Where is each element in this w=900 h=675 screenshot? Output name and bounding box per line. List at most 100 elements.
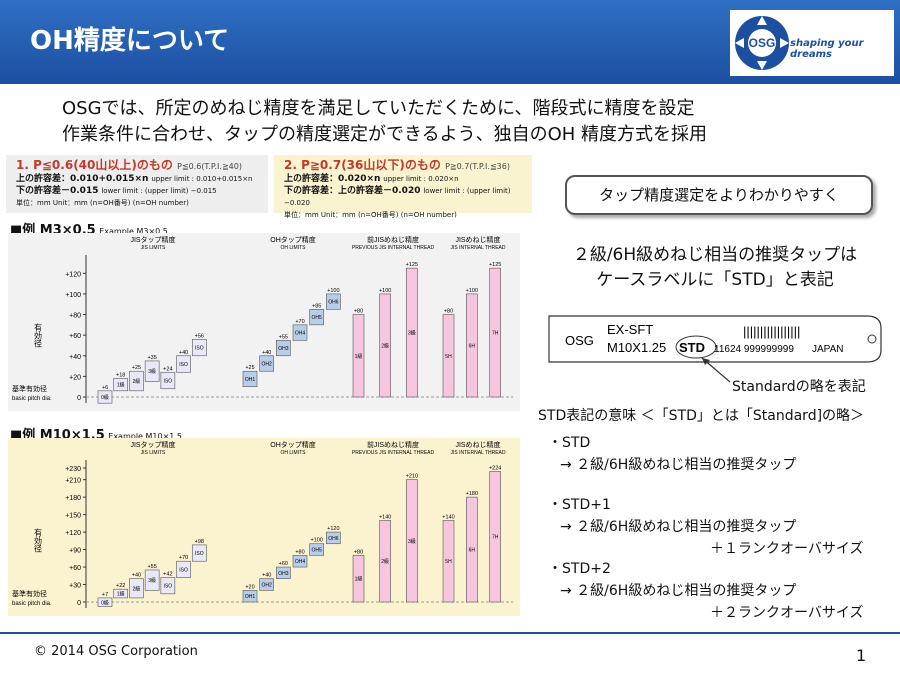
y-tick-label: +60 [69,333,81,340]
label-country: JAPAN [812,344,844,355]
bar-label: OH3 [278,346,289,352]
bar-label: ISO [164,379,173,385]
bar-value-label: +40 [262,573,271,579]
bar-2級-Class-2 [379,520,391,603]
osg-logo-icon: OSG [735,16,789,70]
bar-5H [442,520,455,603]
example-2-title-en: Example M10×1.5 [108,432,183,441]
bar-label: 3級 [408,538,416,545]
bar-value-label: +140 [379,514,391,520]
bar-value-label: +25 [245,365,254,371]
page-title: OH精度について [30,26,230,56]
page-number: 1 [856,646,867,665]
bar-label: 2級 [381,342,389,349]
logo-text: OSG [749,36,776,50]
bar-3級-Class-3 [406,267,418,398]
bar-ISO-1 [160,577,176,595]
y-tick-label: +180 [65,495,81,502]
bar-value-label: +6 [102,385,108,391]
bar-value-label: +18 [116,372,125,378]
upper-limit: 上の許容差：0.020×n [284,174,381,184]
list-item-head: ・STD+2 [548,561,611,577]
bar-0級 [97,597,113,607]
bar-label: 3級 [408,330,416,337]
bar-1級-Class-1 [352,555,365,603]
label-note: Standardの略を表記 [732,379,866,395]
bar-OH2 [259,355,274,372]
label-code: 11624 999999999 [714,344,794,355]
bar-ISO-3 [191,544,207,562]
label-std: STD [679,340,705,355]
bar-value-label: +80 [354,549,363,555]
group-title: OHタップ精度 [270,235,316,244]
list-item-line: → ２級/6H級めねじ相当の推奨タップ [560,583,797,599]
group-title-en: PREVIOUS JIS INTERNAL THREAD [352,245,435,251]
bar-label: 1級 [117,591,125,598]
list-item-line: → ２級/6H級めねじ相当の推奨タップ [560,519,797,535]
bar-value-label: +180 [466,491,478,497]
bar-value-label: +85 [312,303,321,309]
list-item-extra: ＋１ランクオーバサイズ [710,541,864,557]
group-title-en: JIS LIMITS [141,245,166,251]
bar-value-label: +80 [354,309,363,315]
bar-label: 3級 [148,577,156,584]
y-axis-label: 有効径 [34,527,43,552]
bar-value-label: +60 [279,561,288,567]
bar-ISO-1 [160,371,176,390]
bar-value-label: +24 [163,366,172,372]
bar-value-label: +100 [379,288,391,294]
bar-value-label: +56 [195,333,204,339]
bar-2級 [129,370,144,392]
example-1-title-en: Example M3×0.5 [99,227,168,236]
bar-value-label: +35 [147,355,156,361]
bar-OH6 [326,531,341,545]
bar-ISO-2 [176,355,191,373]
group-title-en: OH LIMITS [280,245,306,251]
header-bar: OH精度について OSG shaping your dreams [0,0,900,84]
bar-1級 [113,378,129,392]
bar-label: ISO [164,584,173,590]
y-tick-label: +120 [65,271,81,278]
bar-label: OH4 [295,331,306,337]
rule-title-en: P≧0.7(T.P.I.≦36) [445,162,510,171]
headline-1: ２級/6H級めねじ相当の推奨タップは [572,245,858,265]
list-item-head: ・STD+1 [548,497,611,513]
list-item-std-plus-2: ・STD+2 → ２級/6H級めねじ相当の推奨タップ ＋２ランクオーバサイズ [548,558,863,624]
bar-6H [466,496,478,603]
group-title-en: JIS LIMITS [141,450,166,456]
y-axis-label: 有効径 [34,322,43,347]
bar-label: OH1 [245,594,256,600]
y-tick-label: 0 [77,395,81,402]
y-tick-label: +100 [65,292,81,299]
bar-value-label: +40 [262,350,271,356]
headline-2: ケースラベルに「STD」と表記 [596,270,834,290]
base-label: 基準有効径 [12,384,47,393]
bar-OH1 [242,590,258,603]
bar-label: ISO [195,346,204,352]
bar-value-label: +98 [195,539,204,545]
bar-value-label: +20 [245,584,254,590]
list-item-line: → ２級/6H級めねじ相当の推奨タップ [560,457,797,473]
chart-m3: 0 +20 +40 +60 +80 +100 +120 有効径 基準有効径 basic pitch… [8,233,520,411]
bar-value-label: +70 [179,555,188,561]
y-tick-label: +120 [65,530,81,537]
group-title: JISめねじ精度 [455,440,500,449]
base-label: 基準有効径 [12,589,47,598]
bar-value-label: +55 [279,334,288,340]
bar-7H [489,471,501,603]
bar-label: 0級 [101,599,109,606]
bar-1級-Class-1 [352,314,365,398]
rule-title-en: P≦0.6(T.P.I.≧40) [177,162,242,171]
bar-7H [489,267,501,398]
y-tick-label: +150 [65,513,81,520]
group-title: JISタップ精度 [130,440,175,449]
bar-OH4 [292,324,308,341]
bar-ISO-3 [191,338,207,357]
copyright: © 2014 OSG Corporation [34,644,198,659]
bar-label: 3級 [148,368,156,375]
y-tick-label: +20 [69,374,81,381]
y-tick-label: +90 [69,548,81,555]
bar-label: OH2 [262,362,273,368]
